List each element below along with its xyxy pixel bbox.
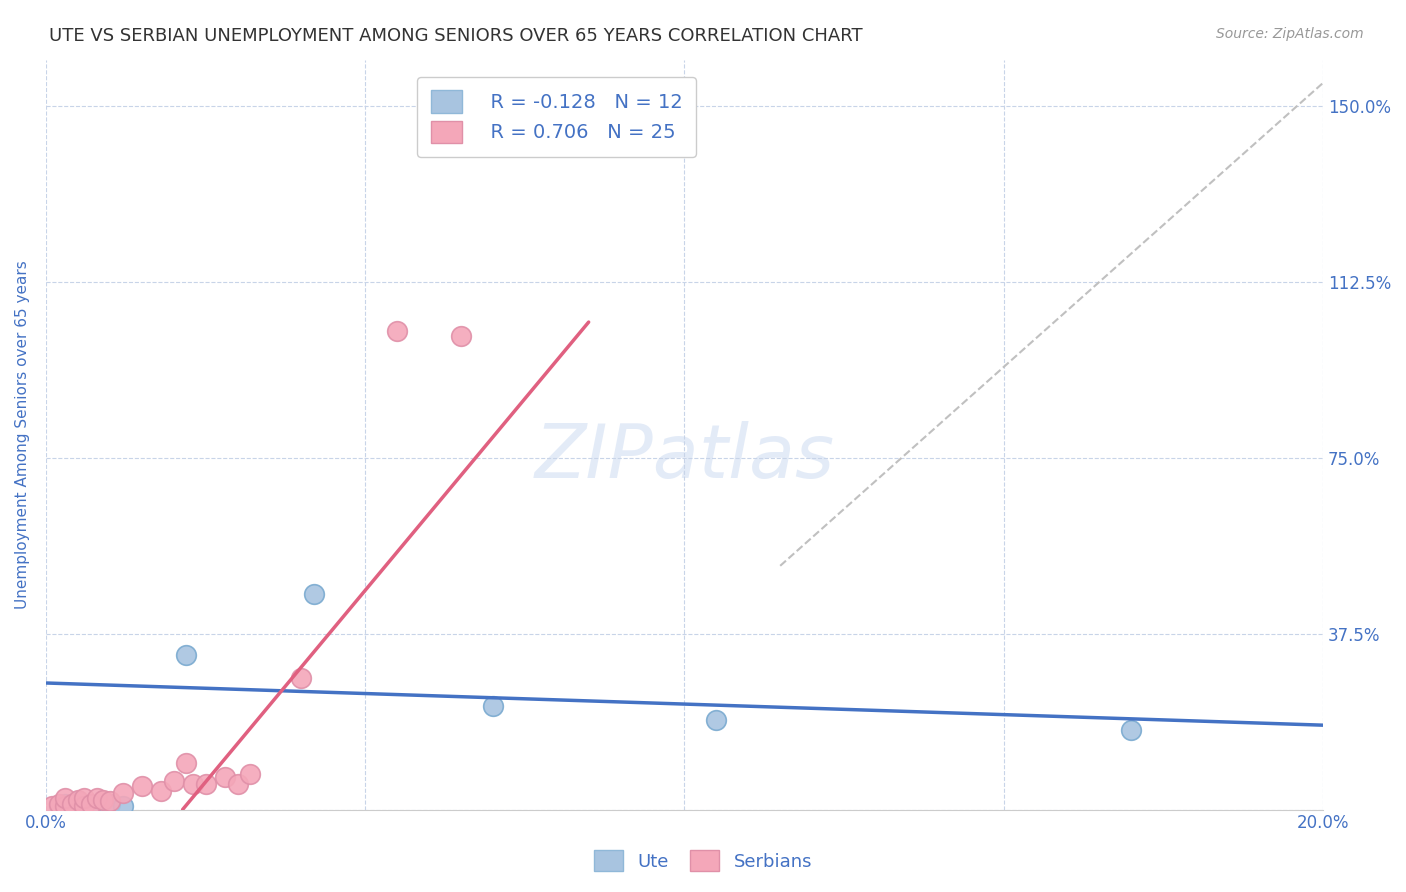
Point [176, 756, 198, 770]
Point [450, 329, 472, 343]
Point [60, 798, 83, 813]
Point [290, 671, 312, 685]
Point [111, 798, 134, 813]
Point [53, 798, 76, 813]
Text: Source: ZipAtlas.com: Source: ZipAtlas.com [1216, 27, 1364, 41]
Point [302, 587, 325, 601]
Point [66, 793, 89, 807]
Point [131, 779, 153, 793]
Point [98, 794, 121, 808]
Point [66, 794, 89, 808]
Point [482, 699, 505, 714]
Point [48, 798, 70, 813]
Legend: Ute, Serbians: Ute, Serbians [586, 843, 820, 879]
Point [98, 797, 121, 811]
Point [111, 786, 134, 800]
Point [93, 793, 115, 807]
Y-axis label: Unemployment Among Seniors over 65 years: Unemployment Among Seniors over 65 years [15, 260, 30, 609]
Point [214, 770, 236, 784]
Point [194, 777, 217, 791]
Point [149, 784, 172, 798]
Point [48, 797, 70, 811]
Point [53, 797, 76, 811]
Point [41, 798, 63, 813]
Point [1121, 723, 1143, 737]
Legend:   R = -0.128   N = 12,   R = 0.706   N = 25: R = -0.128 N = 12, R = 0.706 N = 25 [418, 77, 696, 157]
Point [53, 790, 76, 805]
Point [704, 714, 727, 728]
Point [79, 797, 101, 811]
Point [73, 790, 96, 805]
Point [86, 790, 108, 805]
Point [73, 798, 96, 813]
Point [239, 767, 262, 781]
Point [181, 777, 204, 791]
Point [60, 797, 83, 811]
Point [163, 774, 186, 789]
Point [79, 798, 101, 813]
Text: ZIPatlas: ZIPatlas [534, 421, 835, 493]
Point [385, 325, 408, 339]
Point [176, 648, 198, 662]
Text: UTE VS SERBIAN UNEMPLOYMENT AMONG SENIORS OVER 65 YEARS CORRELATION CHART: UTE VS SERBIAN UNEMPLOYMENT AMONG SENIOR… [49, 27, 863, 45]
Point [226, 777, 249, 791]
